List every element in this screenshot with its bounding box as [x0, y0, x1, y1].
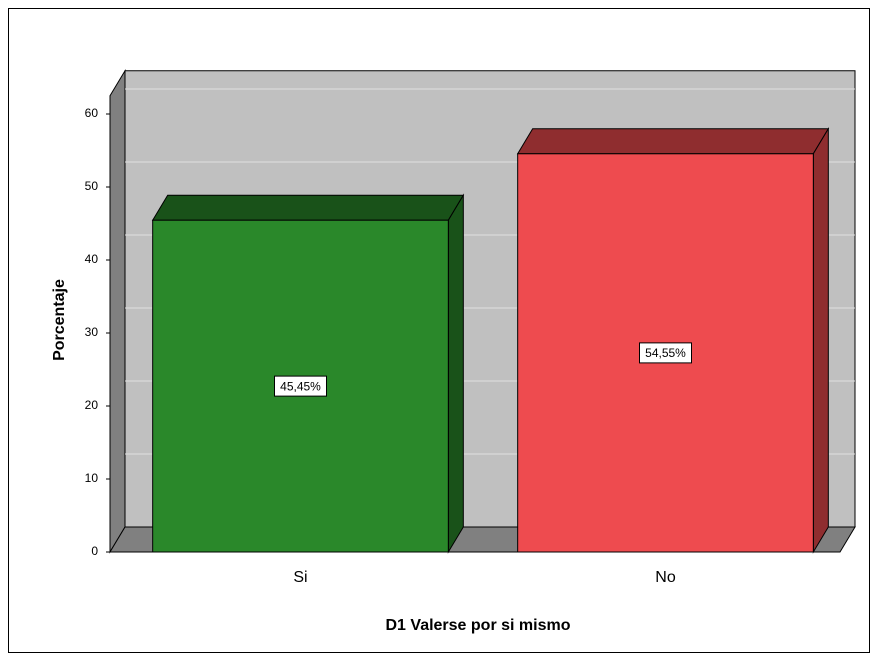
bar-top	[516, 128, 830, 155]
bar-side	[812, 126, 829, 554]
x-tick-label: Si	[293, 569, 307, 586]
y-tick-label: 60	[85, 106, 99, 120]
value-label-box	[639, 342, 692, 364]
plot-area: 0 10 20 30 40 50 60 45,45% Si 54,55% No	[85, 68, 856, 586]
x-tick-label: No	[655, 569, 676, 586]
bar-top	[151, 194, 465, 221]
x-axis-title: D1 Valerse por si mismo	[386, 617, 571, 634]
bar-side	[447, 193, 464, 554]
y-tick-label: 20	[85, 398, 99, 412]
y-tick-label: 0	[91, 544, 98, 558]
y-tick-label: 10	[85, 471, 99, 485]
y-tick-label: 50	[85, 179, 99, 193]
value-label: 54,55%	[645, 346, 686, 360]
value-label-box	[274, 375, 327, 397]
y-tick-label: 30	[85, 325, 99, 339]
y-tick-label: 40	[85, 252, 99, 266]
y-axis-title: Porcentaje	[51, 279, 68, 361]
side-wall	[109, 68, 126, 554]
value-label: 45,45%	[280, 379, 321, 393]
